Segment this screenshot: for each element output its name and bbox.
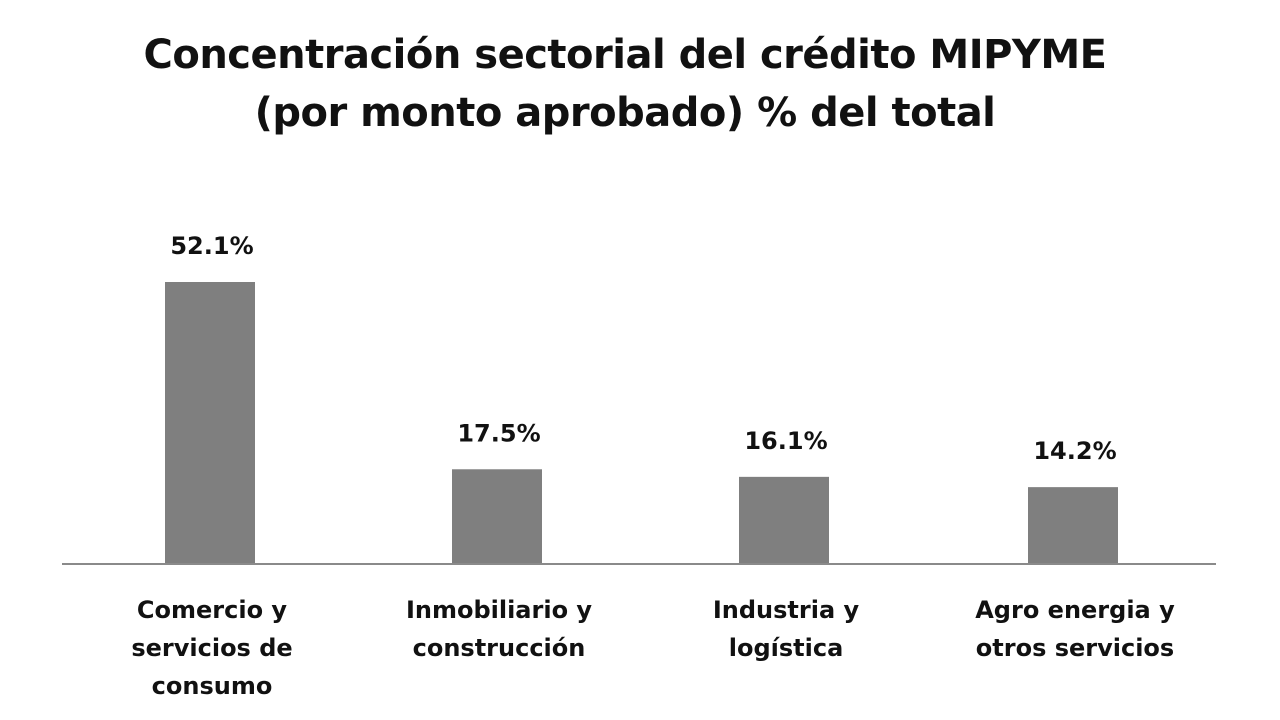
data-label-2: 17.5% — [457, 419, 540, 447]
category-label-4-line-2: otros servicios — [976, 634, 1174, 662]
data-label-3: 16.1% — [744, 427, 827, 455]
category-label-2-line-2: construcción — [413, 634, 586, 662]
bar-3 — [739, 476, 829, 564]
chart-title-line-1: Concentración sectorial del crédito MIPY… — [143, 32, 1107, 78]
category-label-3-line-2: logística — [729, 634, 844, 662]
data-label-1: 52.1% — [170, 232, 253, 260]
category-label-1-line-3: consumo — [152, 672, 273, 700]
data-label-4: 14.2% — [1033, 437, 1116, 465]
chart-title: Concentración sectorial del crédito MIPY… — [0, 26, 1250, 142]
bar-1 — [165, 282, 255, 564]
chart-title-line-2: (por monto aprobado) % del total — [254, 90, 996, 136]
category-label-3-line-1: Industria y — [713, 596, 860, 624]
category-label-1-line-1: Comercio y — [137, 596, 288, 624]
bar-4 — [1028, 487, 1118, 564]
category-label-4-line-1: Agro energia y — [975, 596, 1175, 624]
bar-2 — [452, 469, 542, 564]
category-label-2-line-1: Inmobiliario y — [406, 596, 592, 624]
category-label-1-line-2: servicios de — [131, 634, 292, 662]
